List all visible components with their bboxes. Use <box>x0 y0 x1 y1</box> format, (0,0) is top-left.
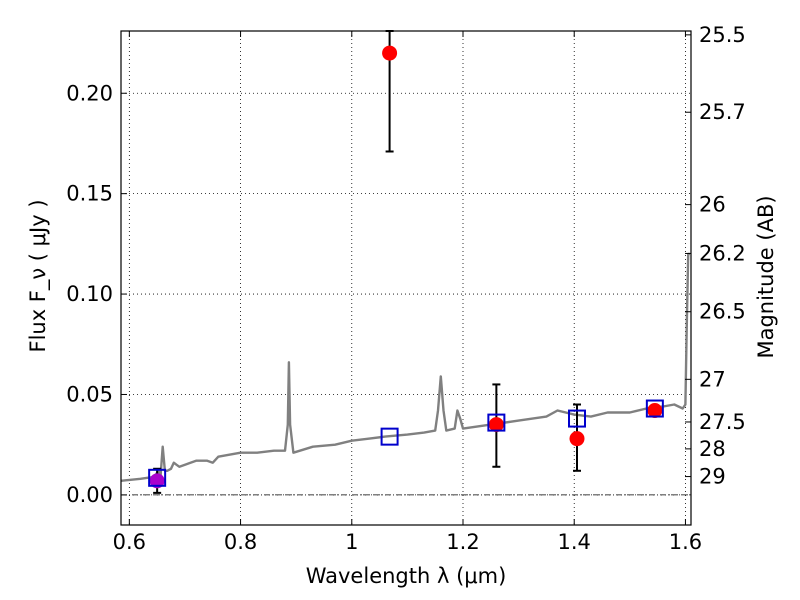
x-tick-label: 1.6 <box>669 530 702 554</box>
y-tick-label: 0.05 <box>66 382 113 406</box>
photometry-layer <box>148 30 664 494</box>
magnitude-tick-label: 27.5 <box>699 410 746 434</box>
y-axis-label-left: Flux F_ν ( μJy ) <box>26 199 51 352</box>
model-photometry-square <box>568 409 586 428</box>
magnitude-tick-label: 26.2 <box>699 241 746 265</box>
y-axis-label-right: Magnitude (AB) <box>754 195 778 358</box>
plot-frame <box>120 30 692 526</box>
axes-layer: 0.6 0.8 1 1.2 1.4 1.6 0.00 0.05 0.10 0.15 0.20 25.5… <box>66 23 746 554</box>
x-tick-label: 1 <box>345 530 358 554</box>
magnitude-tick-label: 28 <box>699 437 726 461</box>
model-photometry-square <box>487 413 506 432</box>
x-tick-label: 0.8 <box>224 530 257 554</box>
model-photometry-square <box>645 399 664 418</box>
y-tick-label: 0.00 <box>66 483 113 507</box>
grid-layer <box>121 31 691 525</box>
x-axis-label: Wavelength λ (μm) <box>306 564 507 588</box>
magnitude-tick-label: 29 <box>699 465 726 489</box>
model-photometry-square <box>148 468 167 487</box>
x-tick-label: 0.6 <box>113 530 146 554</box>
magnitude-tick-label: 25.7 <box>699 100 746 124</box>
y-tick-label: 0.20 <box>66 81 113 105</box>
observed-flux-point <box>149 473 165 489</box>
model-spectrum-layer <box>120 252 690 482</box>
observed-flux-point <box>569 431 585 447</box>
x-tick-label: 1.4 <box>558 530 591 554</box>
x-tick-label: 1.2 <box>446 530 479 554</box>
observed-flux-point <box>488 417 504 433</box>
magnitude-tick-label: 25.5 <box>699 23 746 47</box>
magnitude-tick-label: 27 <box>699 367 726 391</box>
y-tick-label: 0.10 <box>66 282 113 306</box>
magnitude-tick-label: 26.5 <box>699 300 746 324</box>
y-tick-label: 0.15 <box>66 182 113 206</box>
model-spectrum-line <box>120 252 690 482</box>
observed-flux-point <box>382 45 398 61</box>
magnitude-tick-label: 26 <box>699 193 726 217</box>
model-photometry-square <box>380 427 399 446</box>
observed-flux-point <box>647 403 663 419</box>
